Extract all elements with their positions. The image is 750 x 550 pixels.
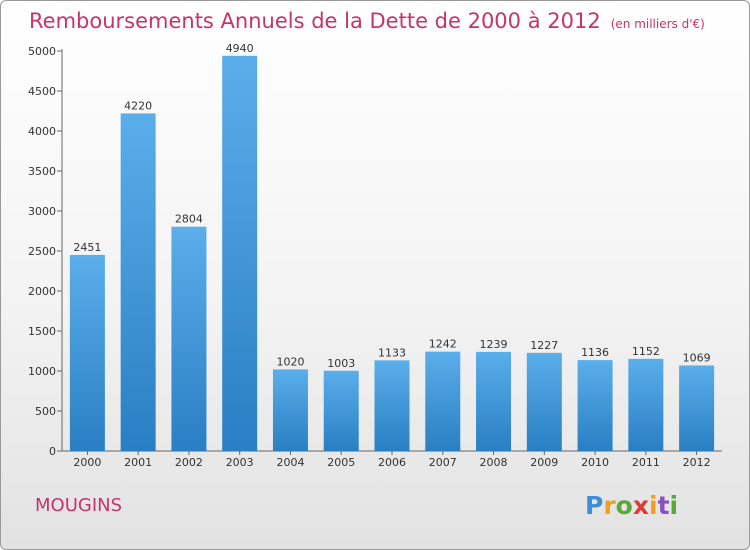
- y-tick-label: 2500: [28, 245, 56, 258]
- x-tick-label: 2006: [378, 456, 406, 469]
- bar-value-label: 1020: [276, 355, 304, 368]
- bar: [425, 351, 461, 451]
- chart-title-text: Remboursements Annuels de la Dette de 20…: [29, 9, 601, 33]
- bar-value-label: 1069: [683, 351, 711, 364]
- x-tick-label: 2002: [175, 456, 203, 469]
- logo-letter: i: [649, 491, 658, 520]
- bar-value-label: 1227: [530, 339, 558, 352]
- bar: [577, 360, 613, 451]
- bar: [272, 369, 308, 451]
- x-tick-label: 2009: [530, 456, 558, 469]
- y-tick-label: 3500: [28, 165, 56, 178]
- y-tick-label: 0: [49, 445, 56, 458]
- x-tick-label: 2010: [581, 456, 609, 469]
- bar-value-label: 4940: [226, 42, 254, 55]
- logo-letter: P: [585, 491, 604, 520]
- chart-title: Remboursements Annuels de la Dette de 20…: [29, 9, 705, 33]
- bar-value-label: 1136: [581, 346, 609, 359]
- bar-value-label: 1242: [429, 338, 457, 351]
- bar: [171, 226, 207, 451]
- x-tick-label: 2000: [73, 456, 101, 469]
- bar-value-label: 1239: [480, 338, 508, 351]
- chart-x-tick-labels: 2000 2001 2002 2003 2004 2005 2006 2007 2008 2009…: [73, 456, 710, 469]
- x-tick-label: 2012: [683, 456, 711, 469]
- y-tick-label: 1000: [28, 365, 56, 378]
- chart-data-labels: 2451 4220 2804 4940 1020 1003 1133 1242 1239 1227…: [73, 42, 710, 370]
- x-tick-label: 2001: [124, 456, 152, 469]
- logo-letter: x: [632, 491, 649, 520]
- x-tick-label: 2004: [276, 456, 304, 469]
- bar-value-label: 2451: [73, 241, 101, 254]
- y-tick-label: 500: [35, 405, 56, 418]
- chart-y-tick-labels: 0 500 1000 1500 2000 2500 3000 3500 4000 4500 5000: [28, 45, 56, 458]
- bar-value-label: 4220: [124, 99, 152, 112]
- x-tick-label: 2011: [632, 456, 660, 469]
- logo-letter: r: [603, 491, 616, 520]
- y-tick-label: 5000: [28, 45, 56, 58]
- logo-letter: t: [657, 491, 670, 520]
- bar: [120, 113, 156, 452]
- bar: [476, 351, 512, 451]
- x-tick-label: 2007: [429, 456, 457, 469]
- y-tick-label: 4500: [28, 85, 56, 98]
- city-name: MOUGINS: [35, 495, 123, 516]
- x-tick-label: 2003: [226, 456, 254, 469]
- chart-unit: (en milliers d'€): [610, 17, 705, 31]
- bar: [323, 370, 359, 451]
- bar: [628, 358, 664, 451]
- chart-bars: [69, 55, 715, 452]
- x-tick-label: 2005: [327, 456, 355, 469]
- y-tick-label: 3000: [28, 205, 56, 218]
- bar: [69, 254, 105, 451]
- bar: [374, 360, 410, 451]
- logo-letter: i: [669, 491, 679, 520]
- bar: [679, 365, 715, 451]
- bar-value-label: 1152: [632, 345, 660, 358]
- bar-value-label: 1003: [327, 357, 355, 370]
- bar: [526, 352, 562, 451]
- bar-value-label: 1133: [378, 346, 406, 359]
- y-tick-label: 1500: [28, 325, 56, 338]
- logo-letter: o: [615, 491, 633, 520]
- x-tick-label: 2008: [480, 456, 508, 469]
- proxiti-logo: Proxiti: [585, 491, 678, 520]
- y-tick-label: 2000: [28, 285, 56, 298]
- bar: [222, 55, 258, 452]
- y-tick-label: 4000: [28, 125, 56, 138]
- bar-value-label: 2804: [175, 213, 203, 226]
